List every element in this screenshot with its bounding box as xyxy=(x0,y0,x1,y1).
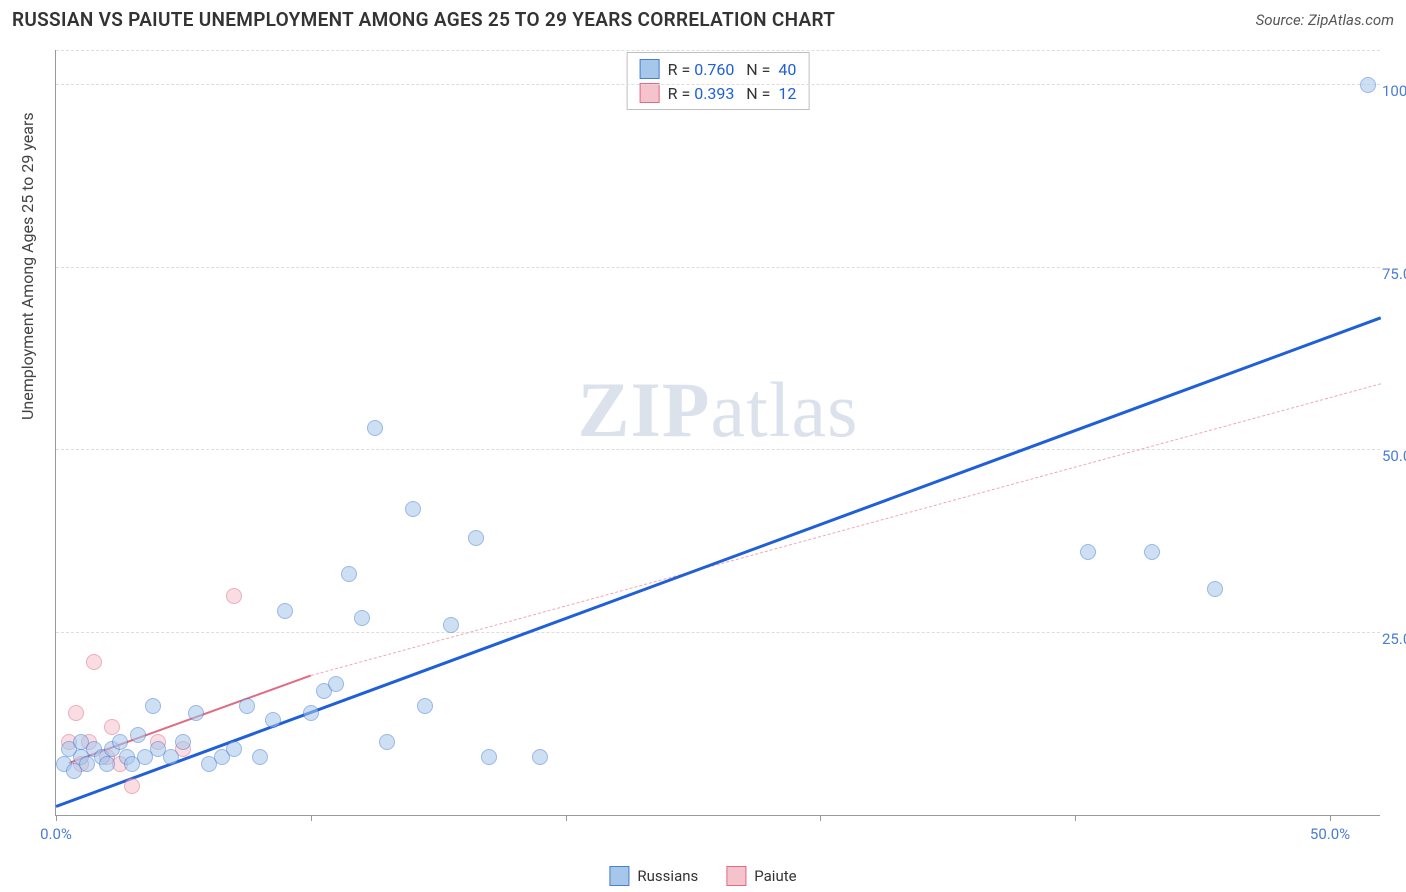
gridline-h xyxy=(56,267,1380,268)
y-tick-label: 50.0% xyxy=(1372,447,1406,465)
data-point-paiute xyxy=(124,778,140,794)
data-point-russians xyxy=(405,501,421,517)
gridline-h xyxy=(56,632,1380,633)
legend-label: Russians xyxy=(637,867,698,885)
gridline-h xyxy=(56,84,1380,85)
data-point-russians xyxy=(239,698,255,714)
data-point-russians xyxy=(163,749,179,765)
y-tick-label: 100.0% xyxy=(1372,82,1406,100)
data-point-russians xyxy=(379,734,395,750)
data-point-russians xyxy=(1360,77,1376,93)
data-point-russians xyxy=(1080,544,1096,560)
data-point-paiute xyxy=(86,654,102,670)
stats-legend-box: R = 0.760 N = 40 R = 0.393 N = 12 xyxy=(627,52,810,110)
x-tick-mark xyxy=(1330,815,1331,821)
data-point-russians xyxy=(417,698,433,714)
series-legend: Russians Paiute xyxy=(609,866,796,886)
x-tick-mark xyxy=(56,815,57,821)
y-axis-label: Unemployment Among Ages 25 to 29 years xyxy=(18,112,37,420)
data-point-russians xyxy=(481,749,497,765)
data-point-russians xyxy=(265,712,281,728)
legend-swatch xyxy=(640,83,660,103)
stats-row: R = 0.760 N = 40 xyxy=(640,57,797,81)
data-point-russians xyxy=(443,617,459,633)
scatter-chart: ZIPatlas R = 0.760 N = 40 R = 0.393 N = 1… xyxy=(55,50,1380,816)
x-tick-mark xyxy=(566,815,567,821)
data-point-russians xyxy=(1144,544,1160,560)
data-point-russians xyxy=(99,756,115,772)
stats-text: R = 0.393 N = 12 xyxy=(668,84,797,103)
legend-label: Paiute xyxy=(754,867,796,885)
gridline-h xyxy=(56,449,1380,450)
data-point-russians xyxy=(303,705,319,721)
source-attribution: Source: ZipAtlas.com xyxy=(1256,11,1394,29)
x-tick-label: 0.0% xyxy=(40,825,72,843)
data-point-russians xyxy=(175,734,191,750)
data-point-russians xyxy=(145,698,161,714)
x-tick-label: 50.0% xyxy=(1310,825,1350,843)
y-tick-label: 25.0% xyxy=(1372,630,1406,648)
data-point-russians xyxy=(130,727,146,743)
data-point-russians xyxy=(328,676,344,692)
chart-title: RUSSIAN VS PAIUTE UNEMPLOYMENT AMONG AGE… xyxy=(12,8,835,31)
legend-swatch xyxy=(726,866,746,886)
data-point-russians xyxy=(226,741,242,757)
data-point-russians xyxy=(79,756,95,772)
gridline-h xyxy=(56,50,1380,51)
legend-item: Russians xyxy=(609,866,698,886)
x-tick-mark xyxy=(311,815,312,821)
data-point-paiute xyxy=(104,719,120,735)
watermark: ZIPatlas xyxy=(578,365,859,455)
y-tick-label: 75.0% xyxy=(1372,265,1406,283)
data-point-paiute xyxy=(226,588,242,604)
legend-item: Paiute xyxy=(726,866,796,886)
data-point-paiute xyxy=(68,705,84,721)
legend-swatch xyxy=(609,866,629,886)
data-point-russians xyxy=(341,566,357,582)
data-point-russians xyxy=(468,530,484,546)
data-point-russians xyxy=(532,749,548,765)
legend-swatch xyxy=(640,59,660,79)
x-tick-mark xyxy=(820,815,821,821)
data-point-russians xyxy=(367,420,383,436)
x-tick-mark xyxy=(1075,815,1076,821)
regression-line xyxy=(55,316,1381,808)
data-point-russians xyxy=(1207,581,1223,597)
data-point-russians xyxy=(188,705,204,721)
data-point-russians xyxy=(112,734,128,750)
data-point-russians xyxy=(277,603,293,619)
data-point-russians xyxy=(252,749,268,765)
stats-text: R = 0.760 N = 40 xyxy=(668,60,797,79)
data-point-russians xyxy=(354,610,370,626)
